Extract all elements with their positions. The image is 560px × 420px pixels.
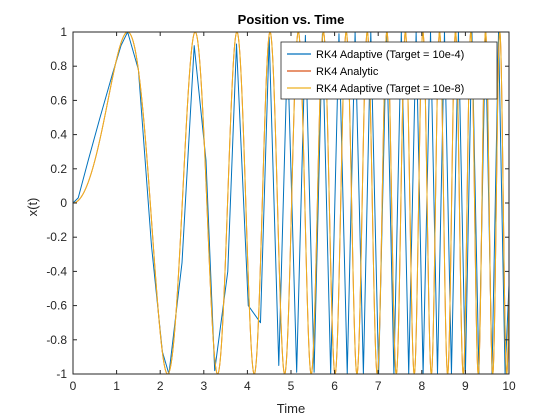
x-tick-label: 5 [288,379,295,393]
x-axis-label: Time [277,401,305,416]
legend-entry-label: RK4 Adaptive (Target = 10e-8) [316,83,464,95]
x-tick-label: 10 [502,379,516,393]
x-tick-label: 1 [113,379,120,393]
y-tick-label: -1 [56,367,67,381]
x-tick-label: 3 [200,379,207,393]
x-tick-label: 2 [157,379,164,393]
y-tick-label: -0.8 [46,333,67,347]
x-tick-label: 4 [244,379,251,393]
series-line-3 [73,31,509,375]
chart-title: Position vs. Time [238,12,345,27]
legend: RK4 Adaptive (Target = 10e-4) RK4 Analyti… [280,41,498,100]
y-tick-label: -0.4 [46,264,67,278]
x-tick-label: 6 [331,379,338,393]
legend-entry-label: RK4 Adaptive (Target = 10e-4) [316,49,464,61]
y-tick-label: 0.2 [50,162,67,176]
y-tick-label: -0.2 [46,230,67,244]
y-axis-label: x(t) [25,198,40,217]
x-tick-label: 9 [462,379,469,393]
y-tick-label: 0.8 [50,59,67,73]
x-tick-label: 8 [418,379,425,393]
y-axis-ticks: -1 -0.8 -0.6 -0.4 -0.2 0 0.2 0.4 0.6 0.8 1 [46,25,509,381]
y-tick-label: -0.6 [46,299,67,313]
series-layer [73,31,509,375]
y-tick-label: 0.4 [50,128,67,142]
y-tick-label: 0.6 [50,93,67,107]
x-tick-label: 7 [375,379,382,393]
legend-entry-label: RK4 Analytic [316,66,379,78]
y-tick-label: 0 [60,196,67,210]
y-tick-label: 1 [60,25,67,39]
x-axis-ticks: 0 1 2 3 4 5 6 7 8 9 10 [70,32,516,393]
x-tick-label: 0 [70,379,77,393]
legend-box [280,41,498,100]
